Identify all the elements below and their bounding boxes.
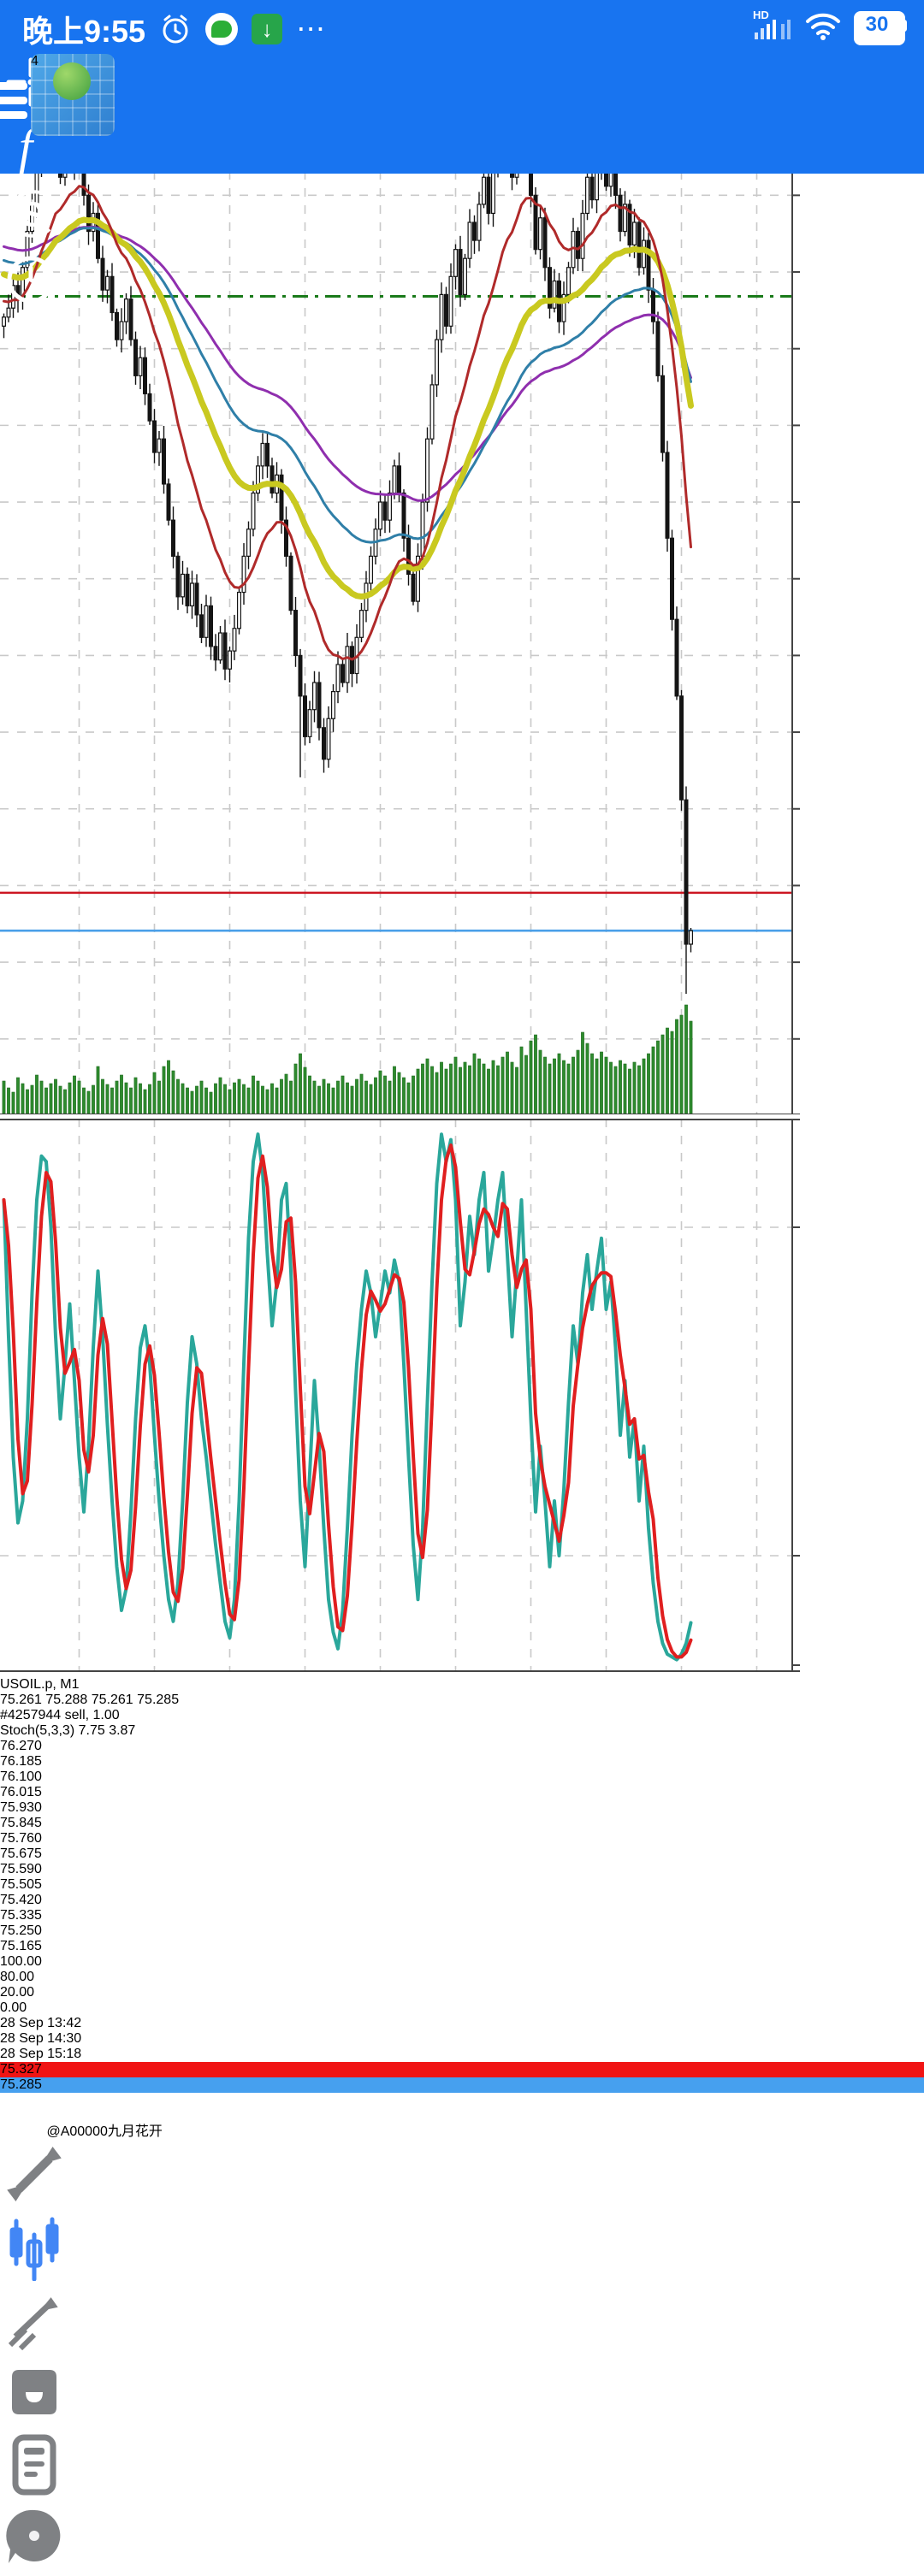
- price-axis-label: 75.930: [0, 1800, 42, 1815]
- notification-overflow-dots: ⋯: [296, 13, 329, 45]
- trade-exchange-button[interactable]: $: [0, 183, 924, 249]
- status-bar: 晚上9:55 ↓ ⋯ HD: [0, 0, 924, 51]
- nav-journal-button[interactable]: [0, 2431, 924, 2503]
- indicators-button[interactable]: f: [0, 117, 924, 183]
- clock-time: 晚上9:55: [22, 14, 146, 49]
- price-axis-label: 75.845: [0, 1816, 42, 1830]
- price-axis-label: 75.165: [0, 1939, 42, 1953]
- menu-icon[interactable]: [0, 75, 27, 123]
- stoch-axis-label: 100.00: [0, 1954, 42, 1969]
- chart-symbol-title: USOIL.p, M1: [0, 1677, 80, 1692]
- battery-icon: 30: [854, 11, 907, 45]
- price-axis-label: 75.505: [0, 1877, 42, 1892]
- hd-label: HD: [753, 9, 769, 21]
- price-axis-label: 75.335: [0, 1908, 42, 1923]
- download-icon: ↓: [252, 14, 283, 44]
- time-axis-label: 28 Sep 14:30: [0, 2031, 82, 2046]
- price-axis-label: 75.250: [0, 1923, 42, 1938]
- bid-price-badge: 75.285: [0, 2077, 924, 2093]
- time-axis-label: 28 Sep 13:42: [0, 2016, 82, 2030]
- top-blue-bar: 晚上9:55 ↓ ⋯ HD: [0, 0, 924, 369]
- crosshair-button[interactable]: [0, 51, 924, 117]
- price-axis-label: 76.100: [0, 1770, 42, 1784]
- chart-ohlc-values: 75.261 75.288 75.261 75.285: [0, 1693, 180, 1707]
- mt4-badge: 4: [31, 54, 115, 69]
- open-position-label[interactable]: #4257944 sell, 1.00: [0, 1708, 120, 1722]
- nav-quotes-button[interactable]: [0, 2140, 924, 2213]
- signal-hd-icon: HD: [753, 9, 791, 39]
- price-axis-label: 75.590: [0, 1862, 42, 1876]
- alarm-icon: [163, 15, 188, 44]
- nav-trade-button[interactable]: [0, 2285, 924, 2358]
- watermark-text: @A00000九月花开: [46, 2124, 163, 2139]
- wifi-icon: [806, 13, 840, 40]
- ask-price-badge: 75.327: [0, 2062, 924, 2077]
- price-axis-label: 76.015: [0, 1785, 42, 1799]
- price-panel[interactable]: [0, 0, 800, 1115]
- price-axis-label: 76.185: [0, 1754, 42, 1769]
- price-axis-label: 75.675: [0, 1846, 42, 1861]
- app-toolbar: 4 f $: [0, 51, 924, 369]
- time-axis: 28 Sep 13:42 28 Sep 14:30 28 Sep 15:18: [0, 2016, 924, 2062]
- stoch-indicator-title: Stoch(5,3,3) 7.75 3.87: [0, 1723, 136, 1738]
- bottom-navigation: [0, 2140, 924, 2576]
- price-axis-label: 76.270: [0, 1739, 42, 1753]
- nav-messages-button[interactable]: [0, 2503, 924, 2576]
- nav-charts-button[interactable]: [0, 2213, 924, 2285]
- price-axis: 76.270 76.185 76.100 76.015 75.930 75.845 75.7…: [0, 1739, 924, 2016]
- battery-percent: 30: [865, 13, 889, 36]
- new-chart-button[interactable]: [0, 315, 924, 381]
- mt4-logo[interactable]: 4: [31, 54, 115, 136]
- stoch-axis-label: 80.00: [0, 1970, 35, 1984]
- price-axis-label: 75.760: [0, 1831, 42, 1846]
- watermark-logo-icon: [1, 2094, 42, 2135]
- nav-history-button[interactable]: [0, 2358, 924, 2431]
- history-clock-button[interactable]: [0, 249, 924, 315]
- watermark: @A00000九月花开: [0, 2093, 924, 2140]
- time-axis-label: 28 Sep 15:18: [0, 2047, 82, 2061]
- stoch-axis-label: 20.00: [0, 1985, 35, 2000]
- svg-text:$: $: [22, 194, 43, 236]
- wechat-icon: [205, 13, 239, 45]
- price-axis-label: 75.420: [0, 1893, 42, 1907]
- stoch-axis-label: 0.00: [0, 2000, 27, 2015]
- stochastic-panel[interactable]: [0, 1117, 800, 1673]
